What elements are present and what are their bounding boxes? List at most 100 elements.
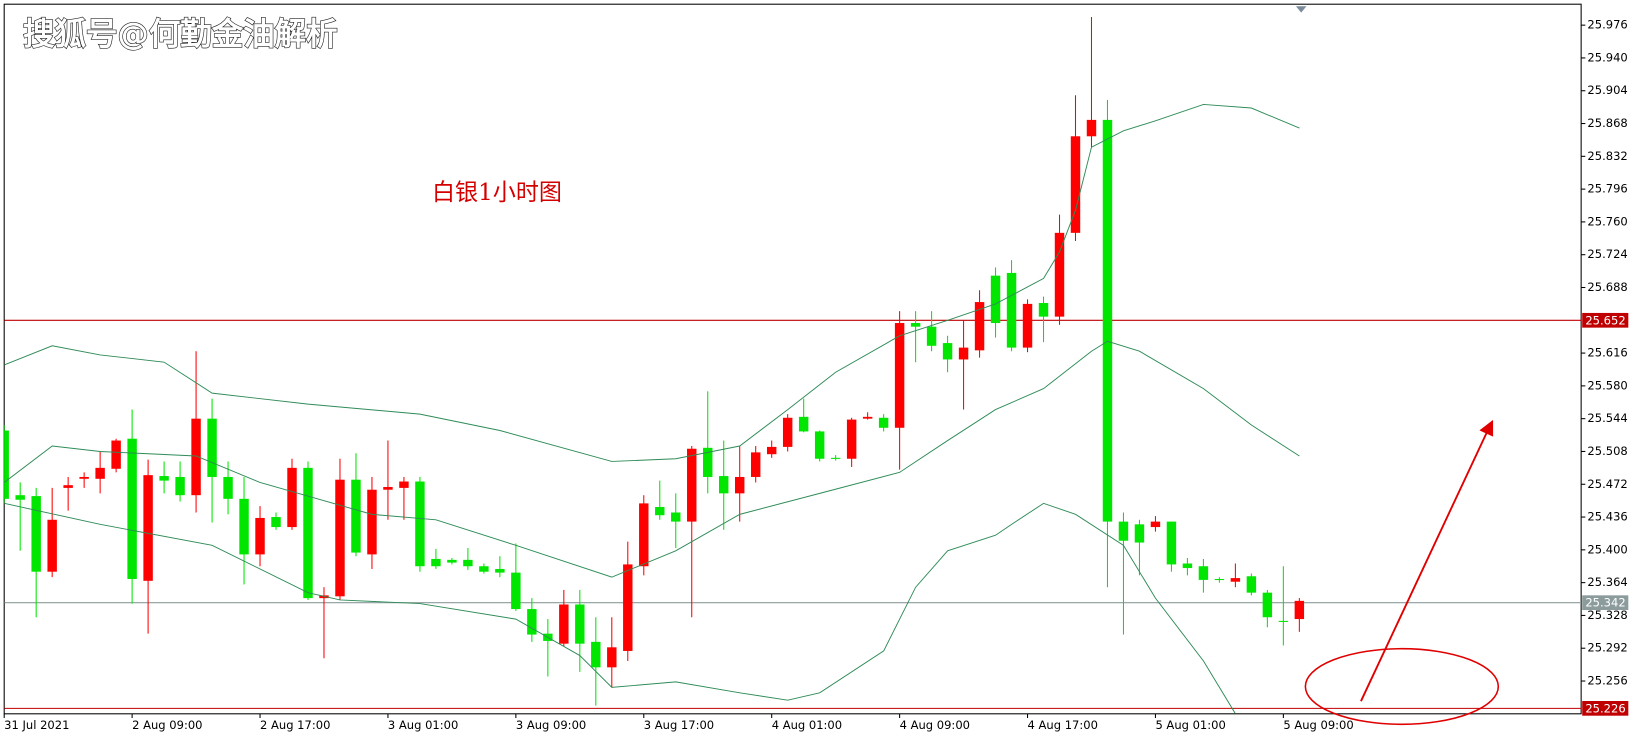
candle-body: [1246, 576, 1257, 593]
y-tick-label: 25.760: [1587, 214, 1627, 228]
y-tick-label: 25.940: [1587, 50, 1627, 64]
candle-body: [207, 418, 217, 477]
candle-body: [1230, 578, 1241, 582]
y-tick-label: 25.724: [1587, 247, 1627, 261]
candle-body: [335, 479, 345, 597]
candle-body: [1150, 521, 1161, 528]
y-tick-label: 25.868: [1587, 116, 1627, 130]
candle-body: [175, 476, 185, 496]
candle-body: [479, 566, 489, 572]
candle-body: [1086, 119, 1097, 137]
candle-body: [894, 323, 905, 428]
annotation: 白银1小时图: [432, 180, 562, 206]
y-tick-label: 25.796: [1587, 182, 1627, 196]
y-tick-label: 25.328: [1587, 608, 1627, 622]
y-tick-label: 25.256: [1587, 674, 1627, 688]
candle-body: [750, 452, 761, 477]
candle-body: [1070, 136, 1081, 233]
candle-body: [47, 519, 57, 572]
y-tick-label: 25.904: [1587, 83, 1627, 97]
x-tick-label: 3 Aug 17:00: [644, 718, 714, 732]
candle-body: [79, 476, 89, 479]
arrow-line: [1360, 432, 1488, 702]
candle-body: [1294, 600, 1305, 620]
level-label: 25.226: [1585, 701, 1625, 715]
candle-body: [1006, 272, 1017, 348]
level-label-box: [1582, 595, 1629, 611]
x-tick-label: 3 Aug 01:00: [388, 718, 458, 732]
candle-body: [527, 609, 537, 635]
level-label: 25.342: [1585, 596, 1625, 610]
candle-body: [463, 559, 473, 567]
x-tick-label: 4 Aug 17:00: [1028, 718, 1098, 732]
candle-body: [239, 498, 249, 555]
y-tick-label: 25.688: [1587, 280, 1627, 294]
plot-area: [4, 16, 1582, 714]
candle-body: [1054, 232, 1065, 317]
candle-body: [559, 604, 569, 644]
x-tick-label: 4 Aug 01:00: [772, 718, 842, 732]
candle-body: [910, 323, 921, 327]
bollinger-band: [4, 103, 1300, 462]
candle-body: [575, 604, 585, 644]
candle-body: [1038, 302, 1049, 317]
candle-body: [127, 438, 137, 579]
candle-body: [974, 302, 985, 351]
x-tick-label: 3 Aug 09:00: [516, 718, 586, 732]
candle-body: [95, 467, 105, 479]
candle-body: [798, 416, 809, 432]
y-tick-label: 25.832: [1587, 149, 1627, 163]
y-tick-label: 25.292: [1587, 641, 1627, 655]
x-tick-label: 5 Aug 09:00: [1283, 718, 1353, 732]
candle-body: [271, 517, 281, 528]
candle-body: [1182, 563, 1193, 569]
shift-marker: [1295, 6, 1307, 13]
bollinger-band: [4, 340, 1300, 578]
bollinger-band: [4, 502, 1236, 714]
candle-body: [287, 467, 297, 528]
watermark: 搜狐号@何勤金油解析: [23, 16, 338, 53]
candle-body: [862, 416, 873, 419]
candle-body: [1278, 620, 1289, 622]
level-label-box: [1582, 700, 1629, 716]
candle-body: [495, 568, 505, 573]
candle-body: [111, 440, 121, 469]
y-tick-label: 25.976: [1587, 18, 1627, 32]
candle-body: [431, 558, 441, 567]
arrow-head: [1479, 419, 1494, 437]
candle-body: [814, 431, 825, 459]
candle-body: [719, 476, 729, 494]
candle-body: [191, 418, 201, 496]
candle-body: [671, 512, 681, 522]
candle-body: [1262, 592, 1273, 618]
candle-body: [1198, 566, 1209, 580]
candle-body: [159, 476, 169, 481]
candle-body: [303, 467, 313, 599]
x-tick-label: 31 Jul 2021: [4, 718, 69, 732]
y-tick-label: 25.544: [1587, 411, 1627, 425]
candle-body: [734, 476, 745, 494]
candle-body: [1118, 521, 1129, 541]
candle-body: [399, 481, 409, 488]
y-tick-label: 25.616: [1587, 346, 1627, 360]
x-tick-label: 2 Aug 09:00: [132, 718, 202, 732]
x-tick-label: 2 Aug 17:00: [260, 718, 330, 732]
candle-body: [255, 517, 265, 555]
candle-body: [63, 485, 73, 488]
candle-body: [383, 486, 393, 490]
candle-body: [766, 446, 777, 455]
candle-body: [958, 347, 969, 360]
candle-body: [415, 481, 425, 567]
candle-body: [607, 647, 617, 668]
level-label-box: [1582, 312, 1629, 328]
candle-body: [623, 564, 633, 651]
candle-body: [15, 495, 25, 500]
candle-body: [4, 430, 9, 499]
candle-body: [782, 417, 793, 447]
candle-body: [846, 419, 857, 459]
candle-body: [926, 326, 937, 346]
candle-body: [687, 448, 697, 522]
candle-body: [1134, 524, 1145, 543]
candle-body: [942, 343, 953, 360]
